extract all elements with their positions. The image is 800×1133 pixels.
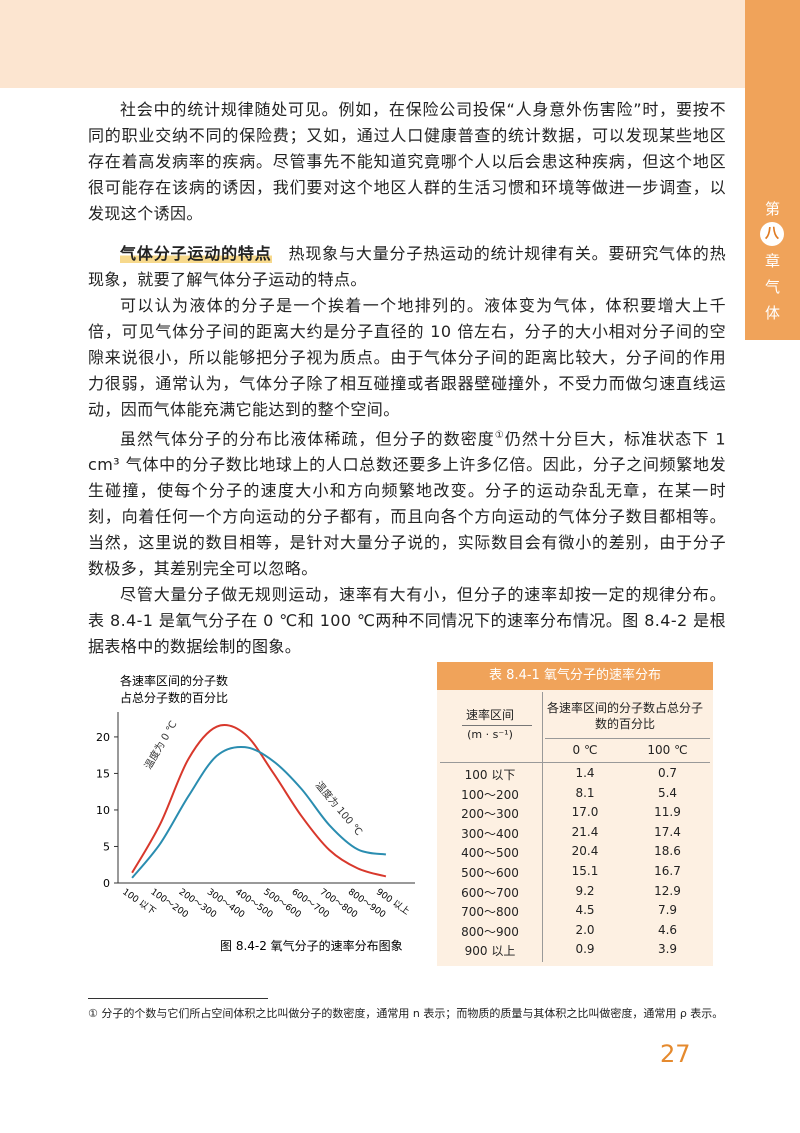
table-cell: 9.2 [575, 883, 595, 898]
curve [131, 745, 387, 879]
table-cell: 1.4 [575, 766, 595, 780]
chapter-suffix: 章 [764, 252, 780, 270]
table-cell: 8.1 [575, 785, 595, 800]
section-heading: 气体分子运动的特点 [120, 244, 272, 263]
table-cell: 16.7 [654, 864, 681, 878]
y-axis-label: 各速率区间的分子数 [120, 673, 228, 688]
top-band [0, 0, 745, 88]
table-cell: 21.4 [571, 824, 599, 839]
page-number: 27 [660, 1040, 691, 1068]
table-cell: 100 以下 [464, 768, 516, 782]
chapter-prefix: 第 [764, 200, 780, 218]
paragraph: 虽然气体分子的分布比液体稀疏，但分子的数密度①仍然十分巨大，标准状态下 1 cm… [88, 423, 726, 582]
y-tick-label: 5 [103, 840, 110, 853]
table-cell: 17.0 [571, 805, 599, 820]
table-cell: 200～300 [461, 807, 519, 822]
table-cell: 2.0 [575, 922, 595, 937]
table-cell: 300～400 [461, 826, 519, 841]
paragraph: 尽管大量分子做无规则运动，速率有大有小，但分子的速率却按一定的规律分布。表 8.… [88, 585, 726, 657]
table-cell: 500～600 [461, 866, 519, 880]
chapter-title: 体 [764, 304, 780, 322]
table-cell: 17.4 [654, 824, 681, 839]
text: 热现象与大量分子热运动的统计规律有关。要研究气体的热现象，就要了解气体分子运动的… [88, 244, 726, 289]
table-cell: 800～900 [461, 924, 519, 939]
y-axis-label: 占总分子数的百分比 [120, 690, 228, 705]
table-header: 各速率区间的分子数占总分子数的百分比 [546, 701, 703, 731]
table-cell: 600～700 [461, 885, 519, 900]
table-cell: 900 以上 [464, 944, 516, 959]
table-header: 速率区间 [465, 708, 514, 722]
table-title: 表 8.4-1 氧气分子的速率分布 [437, 662, 713, 690]
table-cell: 700～800 [461, 905, 519, 920]
table-cell: 400～500 [461, 846, 519, 861]
text: 虽然气体分子的分布比液体稀疏，但分子的数密度 [120, 429, 495, 449]
table-cell: 0.7 [657, 766, 678, 780]
y-tick-label: 10 [96, 804, 110, 817]
table-header: 0 ℃ [572, 743, 598, 757]
y-tick-label: 0 [103, 877, 110, 890]
table-cell: 15.1 [571, 864, 599, 878]
footnote-rule [88, 998, 268, 999]
table-cell: 5.4 [657, 785, 678, 800]
y-tick-label: 20 [96, 731, 110, 744]
rule [545, 738, 710, 739]
chapter-tab [745, 0, 800, 340]
rule [440, 762, 710, 763]
table-cell: 0.9 [575, 942, 595, 957]
footnote: ① 分子的个数与它们所占空间体积之比叫做分子的数密度，通常用 n 表示；而物质的… [88, 1007, 724, 1020]
chapter-number: 八 [760, 222, 784, 246]
rule [542, 692, 543, 962]
table-bg [437, 662, 713, 966]
figure-caption: 图 8.4-2 氧气分子的速率分布图象 [220, 938, 403, 953]
table-cell: 18.6 [654, 844, 681, 859]
table-header: 100 ℃ [647, 743, 688, 757]
note-ref: ① [494, 430, 505, 441]
table-cell: 12.9 [654, 883, 681, 898]
table-cell: 11.9 [654, 805, 681, 820]
paragraph: 可以认为液体的分子是一个挨着一个地排列的。液体变为气体，体积要增大上千倍，可见气… [88, 296, 726, 419]
curve [131, 724, 387, 878]
table-cell: 100～200 [461, 787, 519, 802]
rule [462, 725, 532, 726]
table-header: (m · s⁻¹) [467, 728, 513, 741]
paragraph: 社会中的统计规律随处可见。例如，在保险公司投保“人身意外伤害险”时，要按不同的职… [88, 100, 726, 223]
figure-bg [85, 660, 425, 965]
chapter-title: 气 [764, 278, 780, 296]
text: 仍然十分巨大，标准状态下 1 cm³ 气体中的分子数比地球上的人口总数还要多上许… [88, 429, 726, 579]
table-cell: 3.9 [657, 942, 678, 957]
y-tick-label: 15 [96, 767, 110, 780]
paragraph: 气体分子运动的特点 热现象与大量分子热运动的统计规律有关。要研究气体的热现象，就… [88, 241, 726, 293]
table-cell: 4.6 [657, 922, 678, 937]
table-cell: 7.9 [657, 903, 678, 918]
table-cell: 20.4 [571, 844, 599, 859]
table-cell: 4.5 [575, 903, 595, 918]
body-text: 社会中的统计规律随处可见。例如，在保险公司投保“人身意外伤害险”时，要按不同的职… [88, 97, 726, 660]
